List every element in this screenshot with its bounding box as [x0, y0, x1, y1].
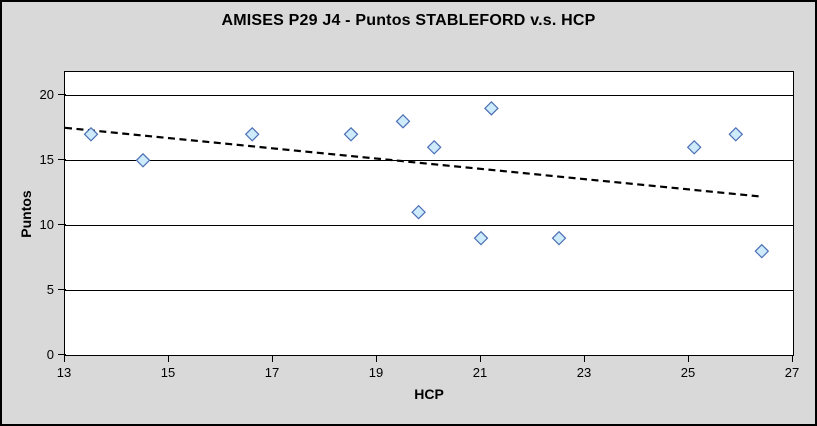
- data-point-marker: [686, 139, 702, 155]
- x-tick-label: 25: [680, 365, 696, 380]
- data-point-marker: [411, 204, 426, 220]
- data-point-marker: [551, 230, 567, 246]
- y-tick-label: 0: [46, 347, 54, 362]
- x-tick-label: 17: [264, 365, 280, 380]
- y-tick-label: 20: [39, 87, 54, 102]
- data-point-marker: [135, 152, 151, 168]
- x-tick-mark: [792, 356, 793, 362]
- x-tick-label: 15: [160, 365, 176, 380]
- x-tick-mark: [584, 356, 585, 362]
- data-point-marker: [83, 126, 99, 142]
- y-tick-mark: [58, 289, 66, 290]
- scatter-plot-svg: [65, 95, 793, 291]
- x-tick-label: 19: [368, 365, 384, 380]
- x-axis-title: HCP: [414, 386, 444, 402]
- x-tick-mark: [168, 356, 169, 362]
- x-tick-label: 21: [472, 365, 488, 380]
- data-point-marker: [426, 139, 442, 155]
- chart-title: AMISES P29 J4 - Puntos STABLEFORD v.s. H…: [221, 12, 596, 29]
- x-tick-label: 13: [56, 365, 72, 380]
- y-tick-label: 15: [39, 152, 54, 167]
- y-tick-mark: [58, 354, 66, 355]
- data-point-marker: [395, 113, 411, 129]
- data-point-marker: [728, 126, 744, 142]
- x-tick-mark: [376, 356, 377, 362]
- data-point-marker: [343, 126, 359, 142]
- data-point-marker: [244, 126, 260, 142]
- data-point-marker: [484, 101, 499, 116]
- y-tick-label: 5: [46, 282, 54, 297]
- data-point-marker: [754, 243, 770, 259]
- y-tick-label: 10: [39, 217, 54, 232]
- x-tick-mark: [480, 356, 481, 362]
- trendline: [65, 126, 762, 198]
- y-tick-mark: [58, 159, 66, 160]
- y-tick-mark: [58, 224, 66, 225]
- plot-area: [64, 71, 794, 356]
- x-tick-label: 27: [784, 365, 800, 380]
- y-tick-mark: [58, 94, 66, 95]
- x-tick-mark: [688, 356, 689, 362]
- x-tick-mark: [272, 356, 273, 362]
- data-point-marker: [473, 230, 489, 246]
- x-tick-mark: [64, 356, 65, 362]
- x-tick-label: 23: [576, 365, 592, 380]
